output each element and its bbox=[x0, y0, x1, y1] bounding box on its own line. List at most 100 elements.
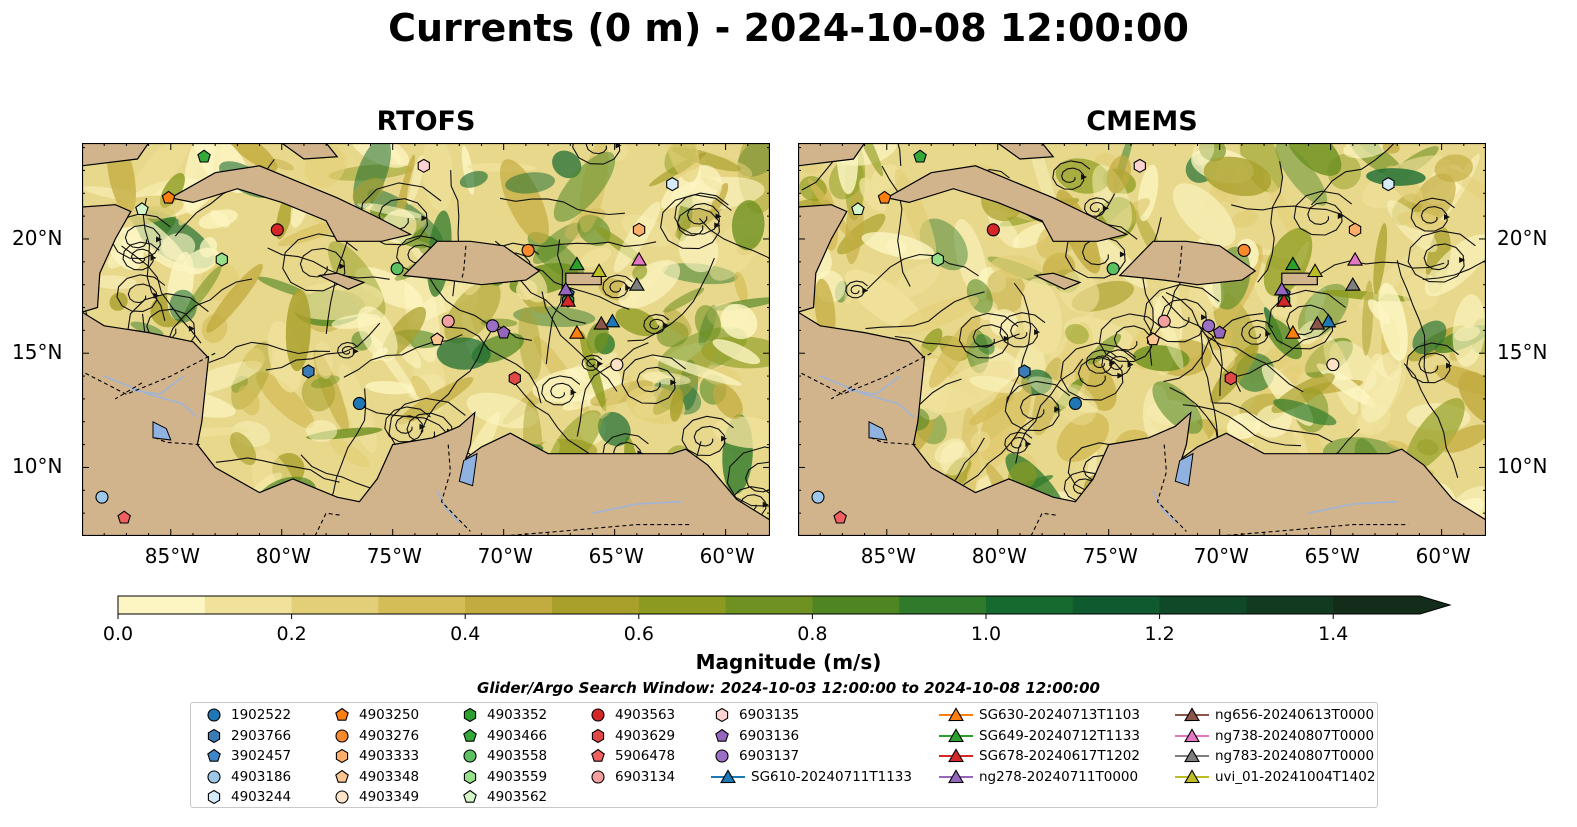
streamline bbox=[384, 406, 431, 443]
legend-marker bbox=[335, 707, 349, 721]
colorbar-bin bbox=[118, 596, 206, 614]
legend-marker bbox=[463, 789, 477, 803]
lon-tick-label: 70°W bbox=[477, 544, 533, 568]
magnitude-patch bbox=[1441, 424, 1486, 453]
legend-marker bbox=[335, 748, 349, 764]
legend-marker bbox=[948, 707, 964, 722]
legend-item: SG649-20240712T1133 bbox=[939, 726, 1140, 746]
country-border bbox=[314, 512, 342, 536]
legend-marker bbox=[591, 748, 605, 762]
streamline bbox=[1101, 349, 1137, 377]
obs-marker-4903559 bbox=[215, 252, 228, 267]
obs-marker-4903250 bbox=[161, 190, 176, 204]
legend-label: 5906478 bbox=[615, 748, 676, 764]
legend-marker-circle-icon bbox=[463, 749, 477, 763]
observations bbox=[811, 149, 1395, 524]
map-frame bbox=[82, 143, 770, 536]
obs-marker-SG630-20240713T1103 bbox=[1284, 324, 1301, 339]
magnitude-patch bbox=[206, 263, 263, 333]
legend-item: 4903466 bbox=[459, 726, 547, 746]
streamline bbox=[529, 241, 657, 247]
streamline bbox=[121, 245, 202, 344]
magnitude-patch bbox=[90, 275, 137, 290]
legend-item: ng783-20240807T0000 bbox=[1175, 746, 1374, 766]
legend-item: 4903558 bbox=[459, 746, 547, 766]
magnitude-patch bbox=[130, 321, 164, 337]
legend-marker bbox=[1184, 707, 1200, 722]
streamline bbox=[1257, 161, 1284, 283]
legend-marker-hexagon-icon bbox=[207, 728, 221, 743]
magnitude-patch bbox=[1203, 156, 1272, 197]
magnitude-patch bbox=[600, 375, 633, 419]
country-border bbox=[1156, 444, 1187, 532]
streamline bbox=[448, 326, 542, 404]
magnitude-patch bbox=[518, 307, 542, 380]
streamline bbox=[1410, 197, 1455, 232]
observations bbox=[95, 149, 679, 524]
legend-label: 4903244 bbox=[231, 789, 292, 805]
streamline bbox=[1403, 363, 1459, 478]
legend-label: 4903349 bbox=[359, 789, 420, 805]
legend-label: SG649-20240712T1133 bbox=[979, 727, 1140, 744]
legend-item: 4903333 bbox=[331, 746, 419, 766]
streamline bbox=[1015, 358, 1084, 464]
obs-marker-4903333 bbox=[1348, 222, 1362, 237]
colorbar-tick-label: 0.8 bbox=[797, 623, 827, 645]
country-border bbox=[1219, 524, 1409, 536]
magnitude-patch bbox=[357, 306, 398, 362]
magnitude-patch bbox=[800, 162, 822, 174]
streamline bbox=[267, 247, 390, 280]
streamline-arrow bbox=[1459, 256, 1466, 263]
colorbar-tick-label: 0.4 bbox=[450, 623, 480, 645]
magnitude-patch bbox=[1106, 155, 1132, 194]
landmass bbox=[317, 272, 366, 290]
legend-marker-pentagon-icon bbox=[591, 748, 605, 762]
streamline-arrow bbox=[339, 263, 346, 270]
magnitude-patch bbox=[1020, 278, 1063, 355]
magnitude-patch bbox=[1343, 143, 1394, 159]
magnitude-patch bbox=[985, 269, 1026, 313]
legend-label: 4903352 bbox=[487, 707, 548, 723]
streamline bbox=[1320, 260, 1445, 274]
obs-marker-SG678-20240617T1202 bbox=[560, 293, 577, 307]
magnitude-patch bbox=[199, 237, 217, 258]
streamline bbox=[621, 354, 687, 404]
obs-marker-4903276 bbox=[1237, 243, 1251, 257]
legend-item: 4903563 bbox=[587, 705, 675, 725]
legend-item: uvi_01-20241004T1402 bbox=[1175, 767, 1375, 787]
search-window-caption: Glider/Argo Search Window: 2024-10-03 12… bbox=[477, 679, 1100, 697]
legend-marker bbox=[207, 748, 221, 762]
streamline bbox=[1161, 295, 1223, 397]
legend-item: ng738-20240807T0000 bbox=[1175, 726, 1374, 746]
landmass bbox=[996, 143, 1055, 160]
legend-marker bbox=[207, 728, 221, 743]
landmass bbox=[798, 204, 848, 313]
magnitude-patch bbox=[1012, 222, 1053, 249]
streamline-arrow bbox=[1025, 441, 1032, 448]
legend-item: SG610-20240711T1133 bbox=[711, 767, 912, 787]
magnitude-patch bbox=[597, 411, 631, 447]
legend-label: 6903136 bbox=[739, 727, 800, 744]
magnitude-patch bbox=[532, 222, 581, 265]
obs-marker-2903766 bbox=[1018, 364, 1031, 379]
legend-label: ng278-20240711T0000 bbox=[979, 768, 1139, 785]
legend-label: SG678-20240617T1202 bbox=[979, 748, 1140, 764]
streamline bbox=[1213, 402, 1333, 443]
magnitude-patch bbox=[1404, 398, 1465, 472]
landmass bbox=[1118, 240, 1257, 286]
colorbar-bin bbox=[204, 596, 293, 614]
lat-tick-label-right: 10°N bbox=[1497, 454, 1548, 479]
magnitude-patch bbox=[1378, 282, 1408, 361]
streamline bbox=[897, 143, 902, 167]
legend-item: 4903559 bbox=[459, 767, 547, 787]
streamline-arrow bbox=[721, 435, 728, 442]
streamline bbox=[499, 197, 625, 216]
magnitude-patch bbox=[653, 355, 742, 386]
obs-marker-1902522 bbox=[352, 396, 366, 411]
streamline bbox=[545, 239, 564, 365]
streamline bbox=[116, 274, 166, 312]
legend-item: ng278-20240711T0000 bbox=[939, 767, 1138, 787]
streamline-arrow bbox=[862, 287, 869, 294]
streamline bbox=[142, 197, 166, 321]
streamline bbox=[1311, 143, 1396, 206]
